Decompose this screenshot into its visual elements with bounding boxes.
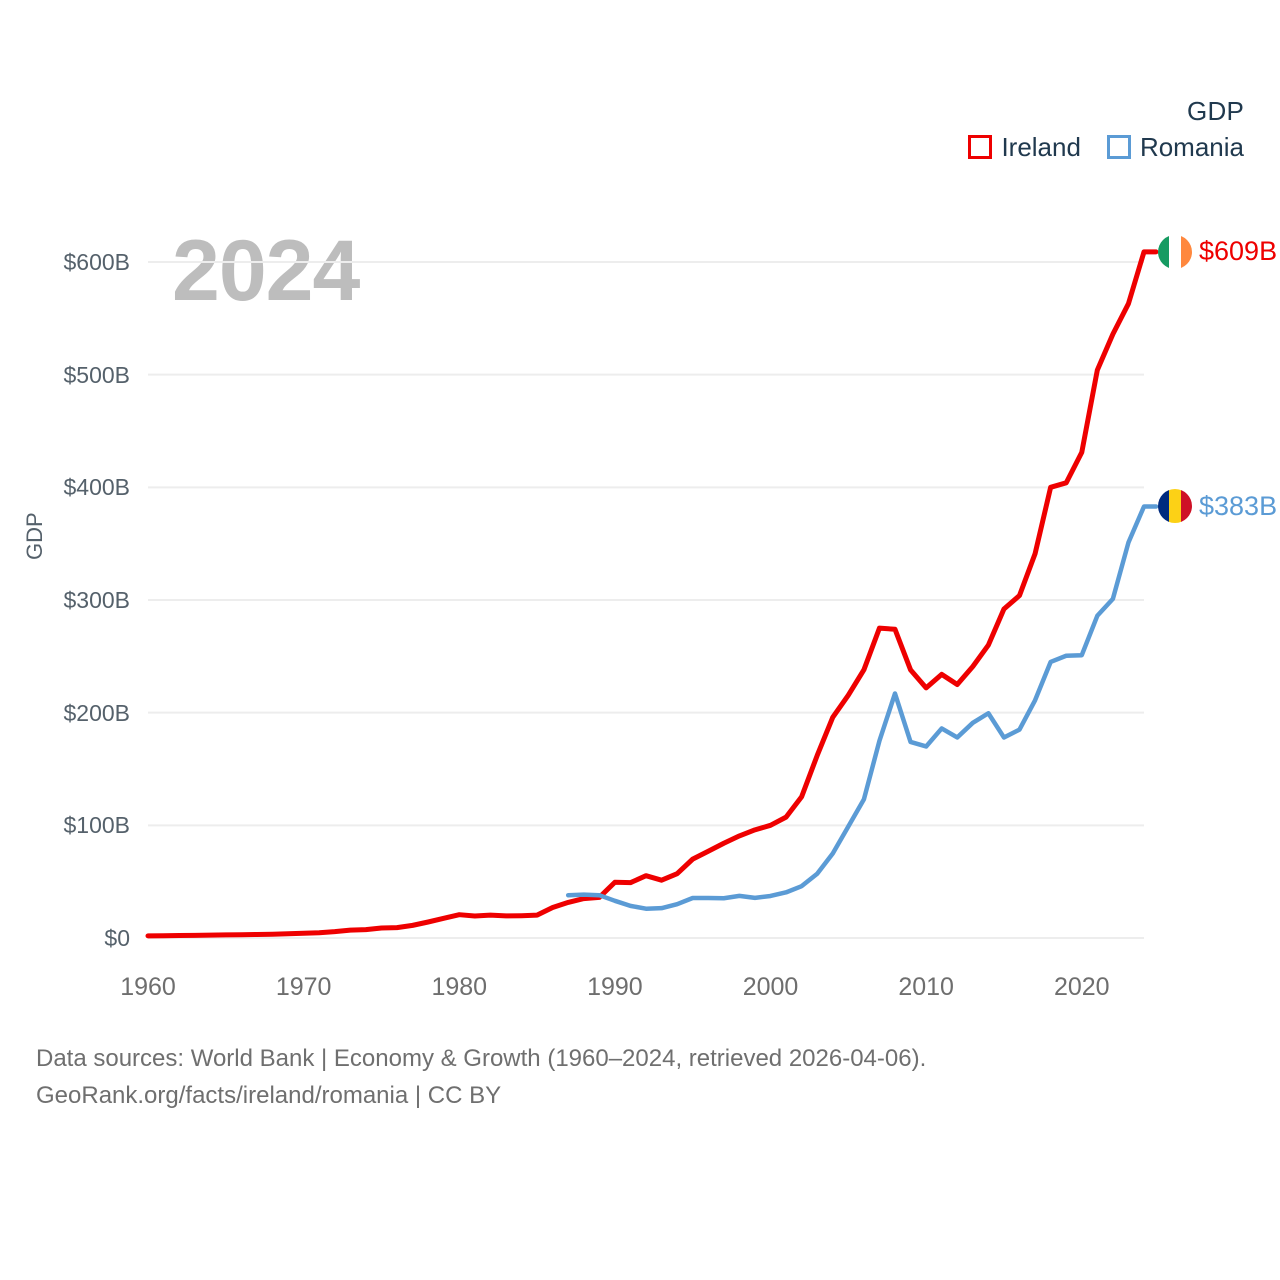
x-axis-tick-label: 2010 [898,973,954,1001]
legend-swatch-romania [1106,135,1131,159]
y-axis-tick-label: $400B [63,474,130,501]
series-line-romania[interactable] [565,504,1159,911]
footer-line-2: GeoRank.org/facts/ireland/romania | CC B… [36,1082,502,1110]
series-line-ireland[interactable] [145,249,1159,939]
y-axis-tick-label: $500B [63,361,130,388]
y-axis-tick-label: $300B [63,587,130,613]
legend-swatch-ireland [968,135,993,159]
x-axis-tick-label: 1990 [587,973,643,1001]
y-axis-title: GDP [22,512,47,560]
legend-item-ireland[interactable]: Ireland [968,134,1081,160]
flag-icon-romania [1158,489,1192,524]
watermark-year: 2024 [172,223,360,319]
x-axis-tick-label: 2020 [1053,973,1110,1001]
y-axis-tick-label: $100B [63,812,130,839]
x-axis-tick-label: 1960 [120,973,176,1001]
x-axis-tick-label: 2000 [742,973,799,1001]
x-axis-tick-label: 1980 [431,973,488,1001]
y-axis-tick-label: $0 [104,925,130,951]
endpoint-value-ireland: $609B [1199,236,1278,267]
legend-label-romania: Romania [1139,132,1244,162]
flag-icon-ireland [1158,234,1192,269]
footer-line-1: Data sources: World Bank | Economy & Gro… [36,1045,927,1072]
legend-label-ireland: Ireland [1001,132,1081,162]
endpoint-value-romania: $383B [1199,490,1278,521]
legend-items: Ireland Romania [968,134,1244,160]
y-axis-tick-label: $600B [63,249,130,275]
legend-title: GDP [1187,96,1244,126]
footer-credits: Data sources: World Bank | Economy & Gro… [36,1040,926,1114]
endpoint-ireland: $609B [1158,234,1278,269]
legend-item-romania[interactable]: Romania [1106,132,1244,162]
chart-legend: GDP Ireland Romania [968,98,1244,160]
endpoint-romania: $383B [1158,489,1278,524]
x-axis-tick-label: 1970 [275,973,332,1001]
y-axis-tick-label: $200B [63,699,130,726]
